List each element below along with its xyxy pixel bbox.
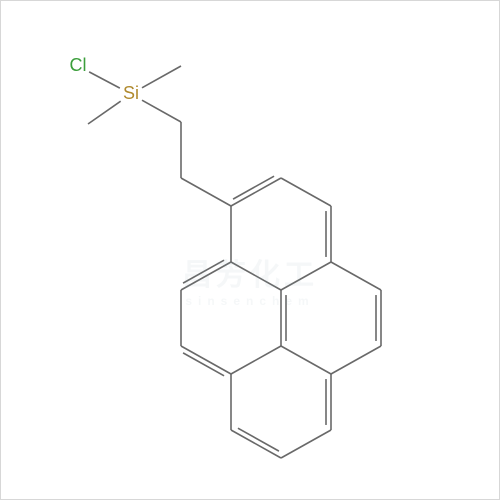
bond-line	[183, 260, 224, 283]
atom-label-si: Si	[123, 83, 139, 103]
bond-line	[231, 262, 281, 290]
bond-line	[88, 101, 121, 124]
bond-line	[233, 176, 274, 199]
bond-line	[181, 346, 231, 374]
bond-line	[331, 346, 381, 374]
bond-line	[281, 346, 331, 374]
bond-line	[89, 72, 120, 88]
bond-line	[281, 178, 331, 206]
image-border	[1, 1, 500, 500]
atom-label-cl: Cl	[70, 55, 87, 75]
bond-line	[181, 178, 231, 206]
bond-line	[281, 262, 331, 290]
bond-line	[142, 66, 181, 88]
bond-line	[142, 100, 181, 122]
bond-line	[183, 353, 224, 376]
chemical-structure-svg: Si Cl	[0, 0, 500, 500]
bond-line	[181, 262, 231, 290]
bond-line	[231, 346, 281, 374]
bond-line	[331, 262, 381, 290]
bond-line	[238, 428, 279, 451]
bond-line	[231, 178, 281, 206]
bond-line	[231, 430, 281, 458]
bond-line	[281, 430, 331, 458]
